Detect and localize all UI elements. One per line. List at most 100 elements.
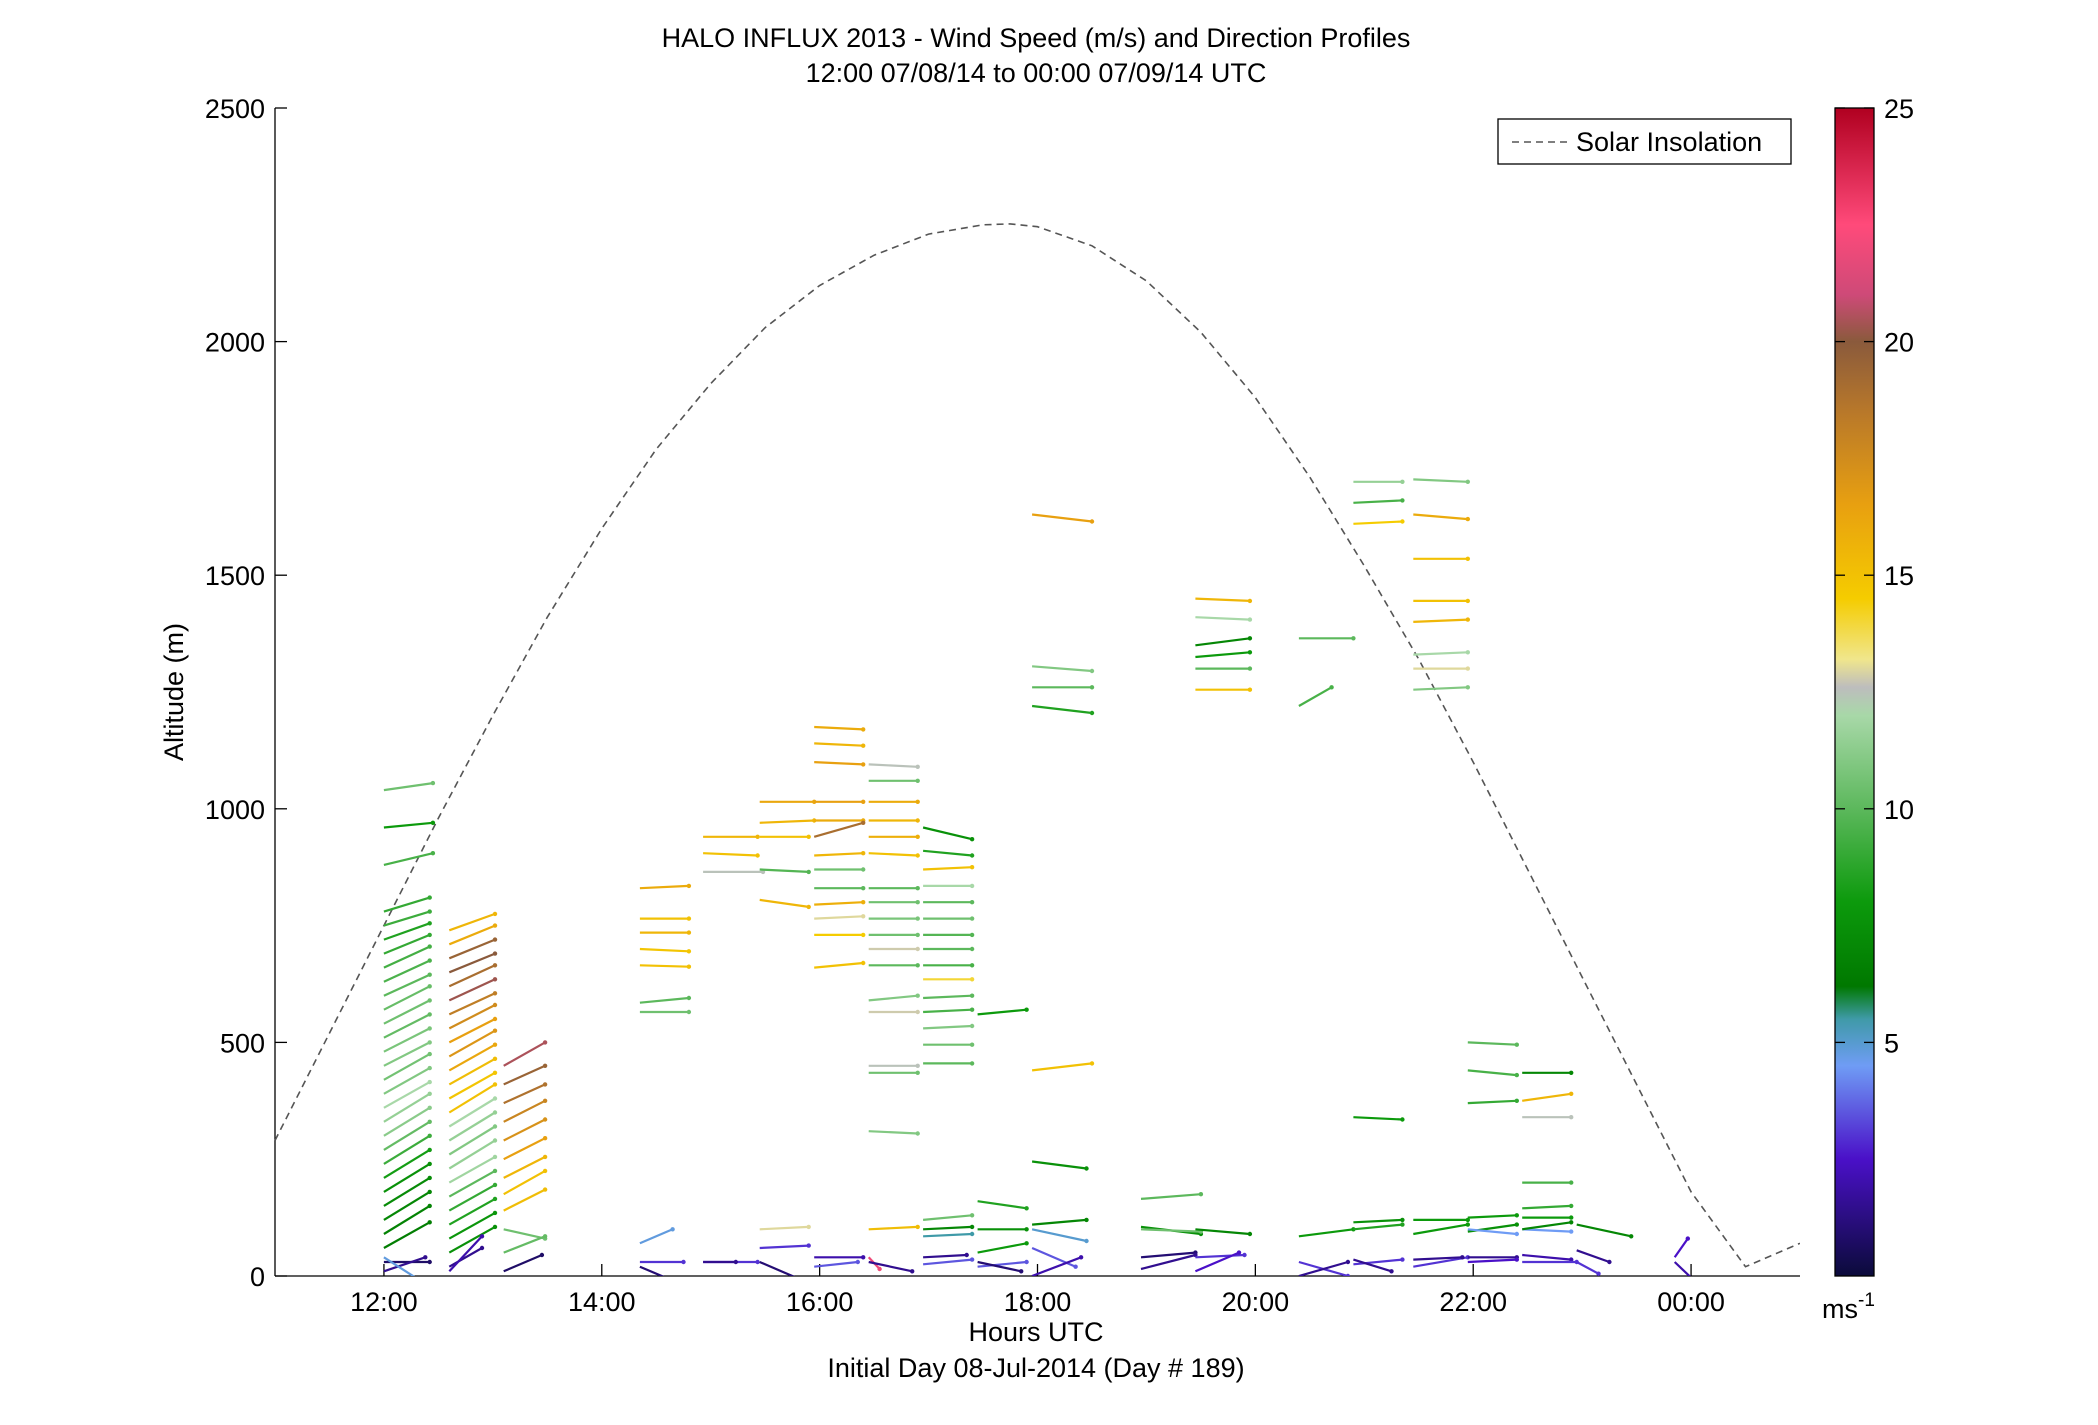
wind-vector-head bbox=[1084, 1166, 1089, 1171]
wind-vector bbox=[922, 849, 973, 857]
wind-vector bbox=[814, 742, 864, 747]
wind-vector bbox=[383, 933, 431, 955]
wind-vector-head bbox=[915, 799, 920, 804]
wind-vector-head bbox=[915, 993, 920, 998]
wind-vector bbox=[448, 1235, 483, 1273]
wind-profile bbox=[383, 780, 436, 1276]
wind-vector bbox=[1673, 1261, 1691, 1276]
wind-vector-head bbox=[1692, 1279, 1696, 1283]
wind-vector bbox=[1031, 1228, 1087, 1243]
wind-vector-head bbox=[969, 963, 975, 968]
wind-profile bbox=[1298, 636, 1356, 1276]
wind-vector bbox=[977, 1200, 1027, 1210]
wind-vector bbox=[383, 945, 431, 969]
wind-vector-head bbox=[492, 1002, 498, 1008]
wind-vector bbox=[383, 1067, 431, 1095]
wind-vector bbox=[448, 912, 496, 932]
wind-vector-head bbox=[1193, 1252, 1198, 1258]
wind-vector-head bbox=[686, 995, 692, 1001]
wind-vector bbox=[814, 852, 864, 857]
wind-vector-head bbox=[733, 1259, 738, 1265]
wind-vector-head bbox=[686, 964, 692, 969]
colorbar: 5 10 15 20 25 ms-1 bbox=[1822, 94, 1914, 1324]
wind-vector-head bbox=[427, 944, 432, 949]
wind-vector bbox=[503, 1228, 546, 1240]
wind-vector-head bbox=[427, 1175, 432, 1181]
wind-vector-head bbox=[855, 1259, 860, 1265]
wind-vector bbox=[503, 1235, 546, 1254]
wind-vector-head bbox=[1569, 1229, 1574, 1234]
wind-vector-head bbox=[542, 1154, 548, 1160]
wind-vector bbox=[1576, 1249, 1610, 1264]
wind-profile bbox=[813, 725, 866, 1268]
wind-vector bbox=[813, 821, 864, 838]
wind-vector-head bbox=[915, 916, 920, 921]
wind-vector bbox=[1413, 686, 1468, 691]
x-tick-label: 14:00 bbox=[568, 1287, 636, 1317]
wind-vector bbox=[1195, 1253, 1245, 1259]
wind-vector-head bbox=[427, 1040, 432, 1045]
wind-vector-head bbox=[1569, 1215, 1574, 1220]
wind-profile bbox=[1522, 1070, 1579, 1265]
wind-vector-head bbox=[1569, 1180, 1574, 1185]
wind-vector-head bbox=[427, 998, 432, 1003]
wind-vector bbox=[383, 782, 434, 792]
wind-vector-head bbox=[427, 1065, 432, 1071]
wind-vector bbox=[1413, 1256, 1468, 1268]
wind-vector bbox=[1031, 1256, 1082, 1276]
wind-vector bbox=[383, 999, 431, 1025]
colorbar-ramp bbox=[1834, 107, 1875, 1277]
wind-vector-head bbox=[492, 1070, 498, 1076]
wind-vector bbox=[448, 1071, 496, 1100]
wind-vector bbox=[1576, 1261, 1600, 1275]
wind-vector bbox=[1353, 1258, 1392, 1273]
wind-vector bbox=[383, 985, 431, 1011]
wind-vector bbox=[448, 1018, 496, 1044]
wind-vector-head bbox=[542, 1117, 548, 1122]
wind-vector bbox=[503, 1118, 546, 1142]
wind-profile bbox=[1140, 1192, 1204, 1271]
wind-vector-head bbox=[861, 727, 866, 732]
wind-vector bbox=[503, 1253, 543, 1273]
wind-vector bbox=[1522, 1221, 1572, 1231]
wind-vector bbox=[383, 1190, 431, 1221]
x-tick-label: 00:00 bbox=[1657, 1287, 1725, 1317]
wind-profile bbox=[639, 883, 692, 1276]
wind-vector bbox=[1031, 1246, 1077, 1268]
wind-vector bbox=[923, 994, 973, 1000]
wind-vector bbox=[1353, 1258, 1403, 1266]
wind-vector bbox=[1413, 651, 1468, 656]
wind-vector bbox=[977, 1260, 1027, 1268]
wind-vector-head bbox=[686, 883, 692, 889]
wind-vector bbox=[814, 915, 864, 920]
wind-vector bbox=[1195, 616, 1250, 621]
wind-vector bbox=[977, 1260, 1022, 1273]
wind-vector-head bbox=[427, 909, 432, 914]
wind-profile bbox=[1413, 478, 1471, 1268]
wind-vector-head bbox=[1400, 1222, 1405, 1227]
wind-vector bbox=[1140, 1251, 1196, 1259]
wind-vector bbox=[448, 1211, 496, 1240]
wind-vector-head bbox=[861, 851, 866, 856]
wind-vector bbox=[639, 1265, 665, 1276]
wind-vector-head bbox=[1089, 668, 1095, 674]
wind-vector-head bbox=[427, 1026, 432, 1031]
wind-vector bbox=[1673, 1237, 1689, 1258]
wind-profile bbox=[1194, 597, 1253, 1273]
wind-vector bbox=[1467, 1228, 1517, 1236]
wind-vector bbox=[503, 1137, 546, 1161]
wind-vector bbox=[1140, 1193, 1201, 1200]
colorbar-unit-exp: -1 bbox=[1858, 1290, 1875, 1311]
wind-vector bbox=[1467, 1214, 1517, 1219]
wind-vector-head bbox=[1514, 1072, 1520, 1078]
wind-vector-head bbox=[542, 1040, 548, 1045]
wind-vector bbox=[448, 1004, 496, 1030]
wind-vector-head bbox=[1569, 1257, 1574, 1262]
wind-vector-head bbox=[492, 937, 498, 942]
wind-vector-head bbox=[1514, 1098, 1520, 1104]
wind-vector bbox=[703, 852, 758, 857]
wind-vector bbox=[814, 761, 864, 766]
wind-vector-head bbox=[861, 886, 866, 891]
wind-vector-head bbox=[861, 799, 866, 804]
colorbar-unit: ms-1 bbox=[1822, 1290, 1875, 1324]
